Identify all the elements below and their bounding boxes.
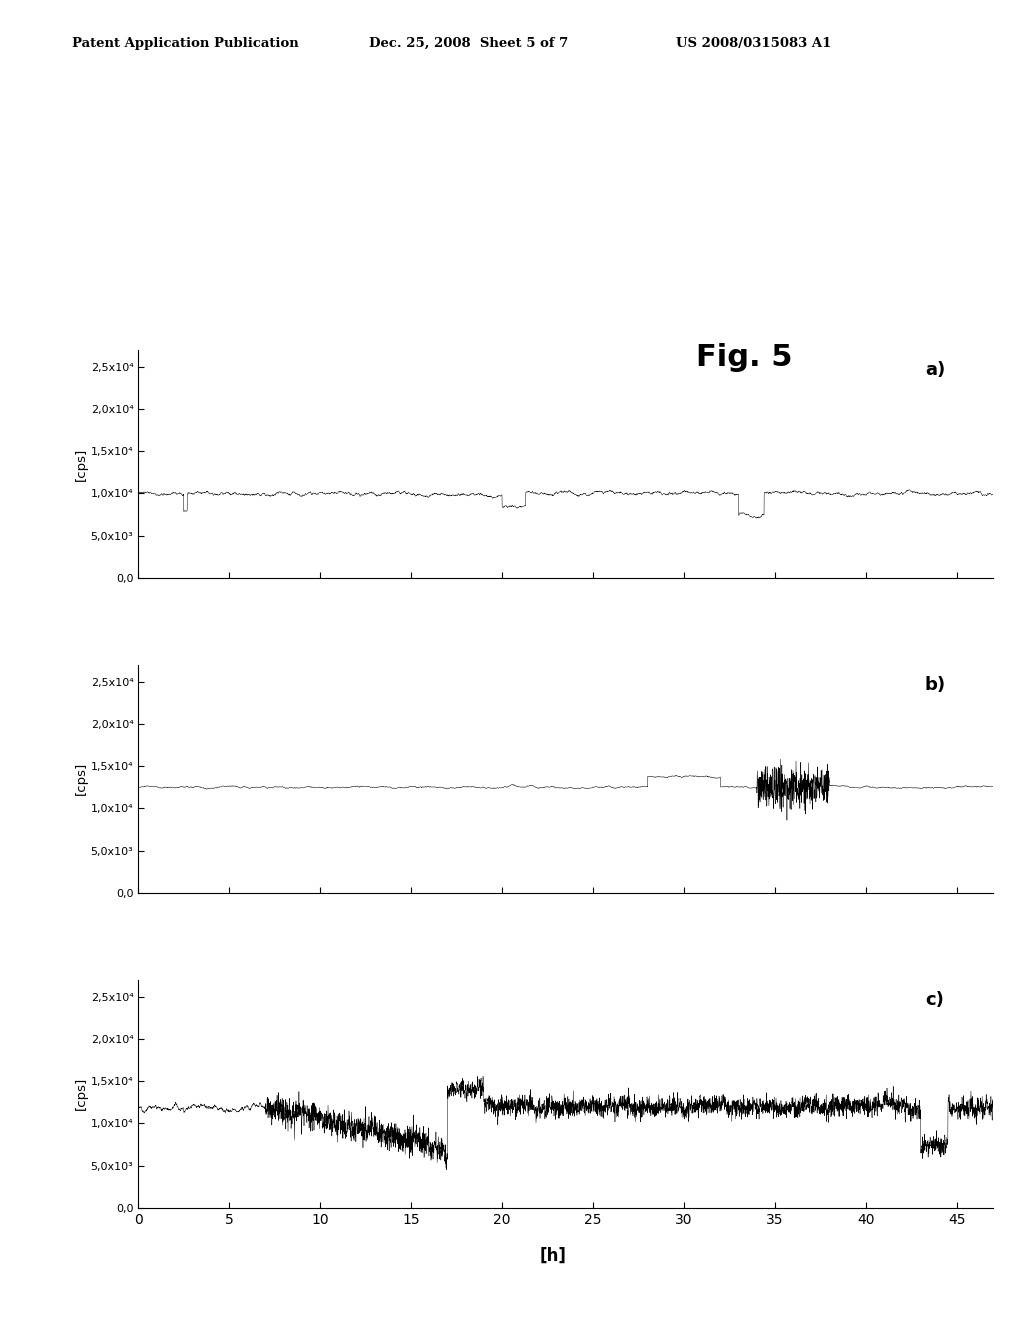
Text: c): c) — [925, 991, 944, 1008]
Text: Patent Application Publication: Patent Application Publication — [72, 37, 298, 50]
Y-axis label: [cps]: [cps] — [75, 447, 88, 480]
Text: [h]: [h] — [540, 1246, 566, 1265]
Text: US 2008/0315083 A1: US 2008/0315083 A1 — [676, 37, 831, 50]
Text: b): b) — [925, 676, 946, 694]
Y-axis label: [cps]: [cps] — [75, 762, 88, 796]
Text: Fig. 5: Fig. 5 — [696, 343, 793, 372]
Text: a): a) — [925, 362, 945, 379]
Y-axis label: [cps]: [cps] — [75, 1077, 88, 1110]
Text: Dec. 25, 2008  Sheet 5 of 7: Dec. 25, 2008 Sheet 5 of 7 — [369, 37, 568, 50]
